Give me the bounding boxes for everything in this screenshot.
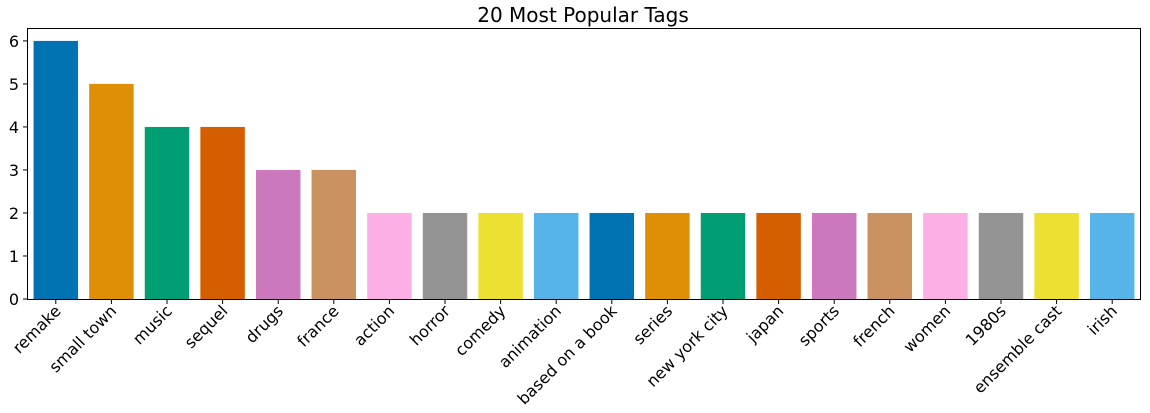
y-tick-label: 3	[9, 161, 19, 180]
bar-french	[867, 212, 913, 299]
y-tick-label: 0	[9, 290, 19, 309]
bar-comedy	[478, 212, 523, 299]
bar-horror	[422, 212, 468, 299]
bar-irish	[1089, 212, 1135, 299]
bar-music	[144, 126, 190, 299]
x-tick-label: sequel	[181, 301, 232, 352]
x-tick-label: women	[899, 301, 954, 356]
bar-animation	[533, 212, 579, 299]
y-axis: 0 1 2 3 4 5 6	[9, 32, 28, 309]
bar-sequel	[200, 126, 245, 299]
y-tick-label: 2	[9, 204, 19, 223]
x-tick-label: irish	[1084, 301, 1121, 338]
bar-sports	[811, 212, 857, 299]
bar-remake	[33, 40, 79, 300]
plot-frame	[27, 28, 1141, 300]
chart-title: 20 Most Popular Tags	[477, 3, 689, 27]
bar-action	[367, 212, 412, 299]
bar-drugs	[255, 169, 301, 299]
y-tick-label: 5	[9, 75, 19, 94]
x-tick-label: france	[293, 301, 342, 350]
bar-women	[923, 212, 968, 299]
x-tick-label: 1980s	[962, 301, 1010, 349]
x-tick-label: series	[629, 301, 676, 348]
x-tick-label: horror	[406, 301, 454, 349]
bar-ensemble-cast	[1034, 212, 1079, 299]
x-tick-label: drugs	[242, 301, 288, 347]
x-tick-label: action	[350, 301, 398, 349]
x-tick-label: japan	[742, 301, 788, 347]
y-tick-label: 4	[9, 118, 19, 137]
x-tick-label: based on a book	[514, 301, 621, 408]
bar-series	[645, 212, 690, 299]
y-tick-label: 1	[9, 247, 19, 266]
bar-small-town	[89, 83, 134, 299]
bar-based-on-a-book	[589, 212, 635, 299]
x-tick-label: french	[849, 301, 898, 350]
x-tick-label: sports	[795, 301, 843, 349]
bar-france	[311, 169, 357, 299]
x-tick-label: music	[129, 301, 176, 348]
bar-new-york-city	[700, 212, 746, 299]
bar-japan	[756, 212, 801, 299]
y-tick-label: 6	[9, 32, 19, 51]
bar-1980s	[978, 212, 1024, 299]
bars-layer	[33, 40, 1135, 300]
x-tick-label: remake	[9, 301, 65, 357]
